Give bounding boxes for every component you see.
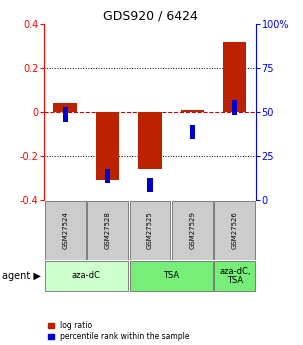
- FancyBboxPatch shape: [45, 261, 128, 291]
- Text: GSM27525: GSM27525: [147, 211, 153, 249]
- Bar: [63, 107, 68, 122]
- FancyBboxPatch shape: [172, 201, 213, 260]
- Bar: [190, 125, 195, 139]
- Bar: [53, 104, 77, 112]
- FancyBboxPatch shape: [130, 261, 213, 291]
- FancyBboxPatch shape: [215, 261, 255, 291]
- Title: GDS920 / 6424: GDS920 / 6424: [102, 10, 198, 23]
- Bar: [181, 110, 204, 112]
- Bar: [232, 100, 237, 115]
- Bar: [96, 112, 119, 180]
- Bar: [138, 112, 162, 169]
- Text: GSM27529: GSM27529: [189, 211, 195, 249]
- Bar: [223, 42, 247, 112]
- Text: GSM27526: GSM27526: [232, 211, 238, 249]
- FancyBboxPatch shape: [130, 201, 170, 260]
- Text: TSA: TSA: [163, 272, 179, 280]
- Text: aza-dC,
TSA: aza-dC, TSA: [219, 267, 251, 285]
- Bar: [105, 169, 110, 184]
- Bar: [148, 178, 152, 192]
- Text: GSM27524: GSM27524: [62, 211, 68, 249]
- FancyBboxPatch shape: [45, 201, 85, 260]
- FancyBboxPatch shape: [215, 201, 255, 260]
- Legend: log ratio, percentile rank within the sample: log ratio, percentile rank within the sa…: [48, 321, 189, 341]
- Text: agent ▶: agent ▶: [2, 271, 41, 281]
- Text: aza-dC: aza-dC: [72, 272, 101, 280]
- FancyBboxPatch shape: [87, 201, 128, 260]
- Text: GSM27528: GSM27528: [105, 211, 111, 249]
